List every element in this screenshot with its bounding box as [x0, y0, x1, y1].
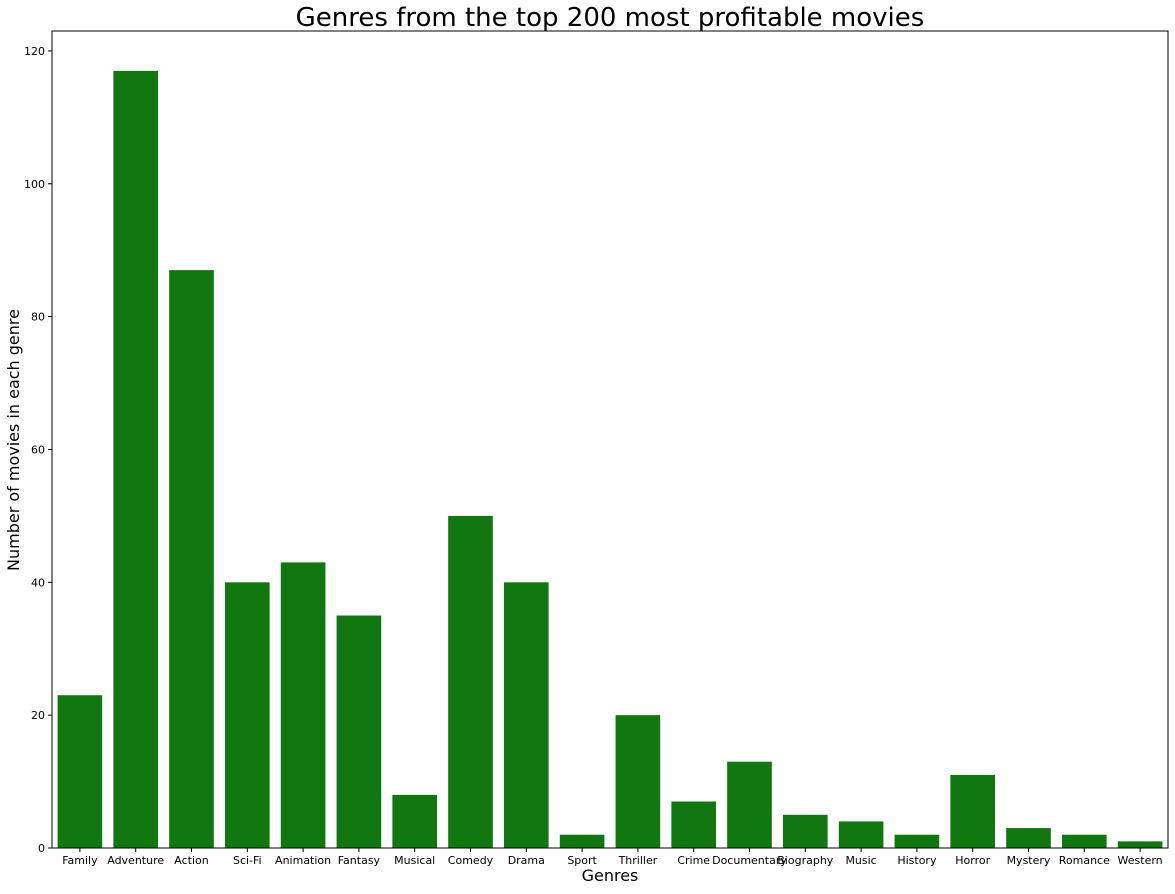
bar-horror: [950, 774, 996, 848]
bar-sci-fi: [224, 582, 270, 848]
x-tick-label: Musical: [394, 854, 435, 867]
x-tick-label: Drama: [508, 854, 545, 867]
x-axis-ticks: Family Adventure Action Sci-Fi Animation Fant…: [62, 848, 1163, 867]
x-tick-label: Action: [174, 854, 208, 867]
x-tick-label: Sci-Fi: [233, 854, 262, 867]
y-axis-label: Number of movies in each genre: [4, 309, 23, 571]
x-axis-label: Genres: [582, 866, 639, 885]
x-tick-label: History: [897, 854, 937, 867]
bar-western: [1117, 841, 1163, 848]
x-tick-label: Animation: [275, 854, 331, 867]
bar-thriller: [615, 715, 661, 848]
x-tick-label: Sport: [567, 854, 597, 867]
x-tick-label: Documentary: [712, 854, 787, 867]
bar-sport: [559, 834, 605, 848]
bar-comedy: [448, 515, 493, 848]
y-tick-label: 80: [31, 311, 45, 324]
y-axis-ticks: 0 20 40 60 80 100 120: [24, 45, 52, 855]
x-tick-label: Music: [845, 854, 876, 867]
x-tick-label: Comedy: [448, 854, 494, 867]
bar-musical: [392, 794, 438, 848]
x-tick-label: Western: [1118, 854, 1163, 867]
x-tick-label: Romance: [1059, 854, 1110, 867]
x-tick-label: Adventure: [107, 854, 164, 867]
y-tick-label: 60: [31, 443, 45, 456]
bars-group: [57, 70, 1163, 849]
bar-drama: [503, 582, 549, 848]
x-tick-label: Biography: [777, 854, 834, 867]
bar-crime: [671, 801, 717, 848]
y-tick-label: 120: [24, 45, 45, 58]
y-tick-label: 40: [31, 576, 45, 589]
x-tick-label: Thriller: [618, 854, 658, 867]
bar-action: [169, 270, 214, 848]
x-tick-label: Mystery: [1007, 854, 1051, 867]
bar-adventure: [113, 70, 159, 849]
bar-animation: [280, 562, 326, 848]
bar-romance: [1061, 834, 1107, 848]
bar-mystery: [1006, 828, 1051, 848]
bar-family: [57, 695, 103, 848]
plot-frame: [51, 30, 1169, 849]
bar-biography: [782, 814, 828, 848]
x-tick-label: Fantasy: [338, 854, 381, 867]
bar-fantasy: [336, 615, 382, 848]
x-tick-label: Family: [62, 854, 98, 867]
x-tick-label: Horror: [955, 854, 990, 867]
x-tick-label: Crime: [677, 854, 710, 867]
y-tick-label: 20: [31, 709, 45, 722]
bar-music: [838, 821, 884, 848]
bar-documentary: [727, 761, 772, 848]
bar-history: [894, 834, 940, 848]
chart-title: Genres from the top 200 most profitable …: [296, 3, 925, 33]
y-tick-label: 100: [24, 178, 45, 191]
y-tick-label: 0: [38, 842, 45, 855]
